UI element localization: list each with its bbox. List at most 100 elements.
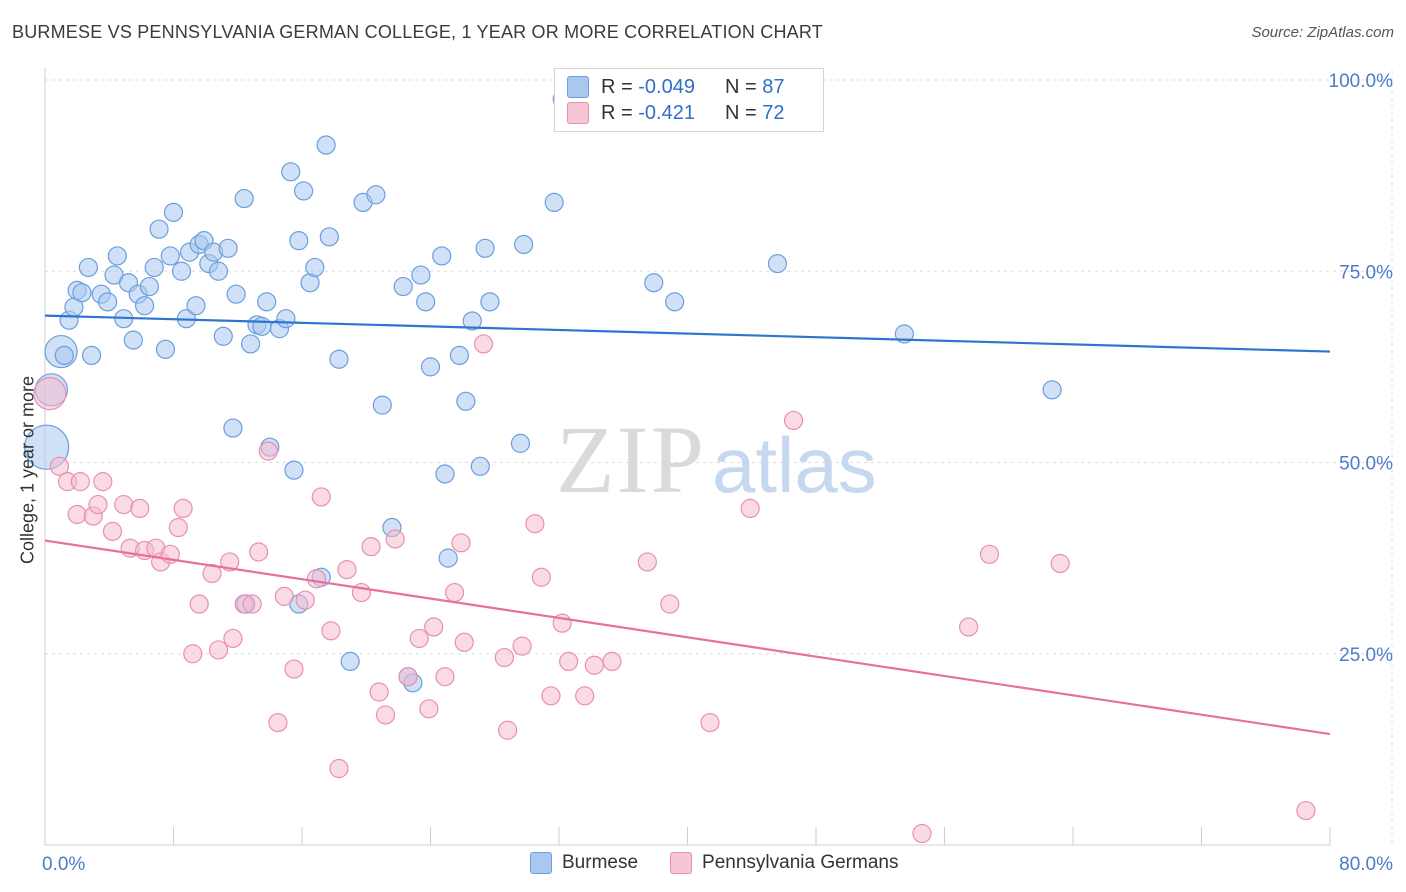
pa-germans-point [168, 517, 188, 538]
pa-germans-point [202, 563, 222, 584]
pa-germans-point [1296, 800, 1316, 821]
pa-germans-point [451, 533, 471, 553]
burmese-point [107, 246, 127, 266]
pa-germans-point [183, 644, 203, 664]
burmese-point [411, 265, 431, 285]
pa-germans-point [173, 498, 193, 518]
pa-germans-point [295, 590, 315, 610]
burmese-point [767, 254, 788, 274]
pa-germans-point [958, 617, 979, 637]
pa-germans-point [575, 686, 595, 706]
pa-germans-point [498, 720, 518, 740]
burmese-trend-line [44, 314, 1331, 353]
legend-r-value: -0.421 [638, 101, 695, 124]
pa-germans-point [473, 334, 494, 354]
burmese-point [54, 345, 74, 365]
legend-row-burmese: R = -0.049 N = 87 [567, 75, 785, 99]
burmese-point [123, 330, 143, 350]
pa-germans-point [242, 594, 262, 614]
pa-germans-point [208, 640, 229, 660]
burmese-point [139, 276, 160, 297]
pa-germans-point [70, 472, 90, 492]
burmese-point [218, 238, 238, 258]
pa-germans-point [435, 667, 455, 687]
pa-germans-point [1050, 553, 1070, 574]
correlation-legend: R = -0.049 N = 87 R = -0.421 N = 72 [554, 68, 824, 132]
source-label: Source: ZipAtlas.com [1251, 24, 1394, 41]
legend-n-pa-germans: N = 72 [725, 102, 785, 125]
legend-n-value: 72 [762, 101, 785, 124]
burmese-point [160, 246, 180, 266]
burmese-point [544, 192, 564, 212]
chart-title: BURMESE VS PENNSYLVANIA GERMAN COLLEGE, … [12, 22, 823, 42]
pa-germans-point [660, 594, 680, 614]
burmese-point [149, 219, 169, 239]
legend-swatch-burmese [530, 852, 552, 874]
pa-germans-point [321, 621, 341, 641]
burmese-point [281, 162, 301, 182]
pa-germans-point [33, 377, 67, 411]
pa-germans-point [385, 529, 405, 549]
burmese-point [284, 460, 304, 480]
pa-germans-point [444, 582, 465, 603]
pa-germans-point [93, 472, 113, 492]
pa-germans-point [409, 628, 429, 649]
pa-germans-point [337, 559, 357, 580]
burmese-point [186, 296, 206, 316]
axis-layer [44, 68, 1331, 846]
pa-germans-point [584, 655, 604, 675]
legend-label-burmese: Burmese [562, 852, 639, 873]
legend-swatch-pa-germans [670, 852, 693, 874]
pa-germans-point [700, 712, 720, 733]
pa-germans-point [311, 487, 331, 507]
legend-r-label: R = [601, 101, 639, 124]
legend-r-burmese: R = -0.049 [601, 76, 709, 99]
x-tick-label: 80.0% [1339, 854, 1393, 875]
pa-germans-point [979, 544, 1000, 564]
pa-germans-point [424, 617, 444, 637]
legend-n-burmese: N = 87 [725, 76, 785, 99]
y-tick-label: 50.0% [1339, 454, 1393, 475]
burmese-point [665, 292, 685, 312]
burmese-point [435, 464, 455, 484]
burmese-point [416, 292, 436, 312]
burmese-point [78, 257, 98, 278]
burmese-point [208, 261, 229, 281]
burmese-point [449, 345, 470, 365]
pa-germans-point [130, 498, 150, 518]
burmese-point [223, 418, 243, 438]
watermark-zip: ZIP [556, 406, 706, 513]
pa-germans-point [268, 712, 288, 733]
burmese-point [470, 456, 490, 476]
pa-germans-point [258, 441, 278, 461]
burmese-point [644, 273, 664, 293]
legend-item-pa-germans[interactable]: Pennsylvania Germans [670, 852, 898, 874]
legend-r-label: R = [601, 75, 639, 98]
burmese-point [340, 651, 360, 672]
watermark-atlas: atlas [712, 421, 877, 509]
pa-germans-point [740, 498, 760, 518]
burmese-point [438, 548, 458, 568]
legend-n-value: 87 [762, 75, 785, 98]
pa-germans-point [49, 456, 70, 476]
burmese-point [81, 345, 102, 365]
pa-germans-point [369, 682, 389, 702]
pa-germans-point [531, 567, 551, 587]
burmese-point [514, 234, 534, 255]
y-axis-label: College, 1 year or more [17, 375, 38, 565]
y-tick-label: 25.0% [1339, 645, 1393, 666]
burmese-point [372, 395, 392, 415]
burmese-point [252, 316, 272, 336]
y-tick-label: 100.0% [1329, 71, 1394, 92]
burmese-point [289, 231, 309, 251]
burmese-point [316, 135, 336, 155]
legend-row-pa-germans: R = -0.421 N = 72 [567, 101, 785, 125]
pa-germans-point [419, 699, 439, 719]
burmese-point [294, 181, 314, 201]
burmese-point [134, 296, 155, 316]
burmese-point [329, 349, 349, 369]
burmese-point [163, 202, 184, 222]
pa-germans-point [375, 705, 396, 725]
legend-item-burmese[interactable]: Burmese [530, 852, 638, 874]
